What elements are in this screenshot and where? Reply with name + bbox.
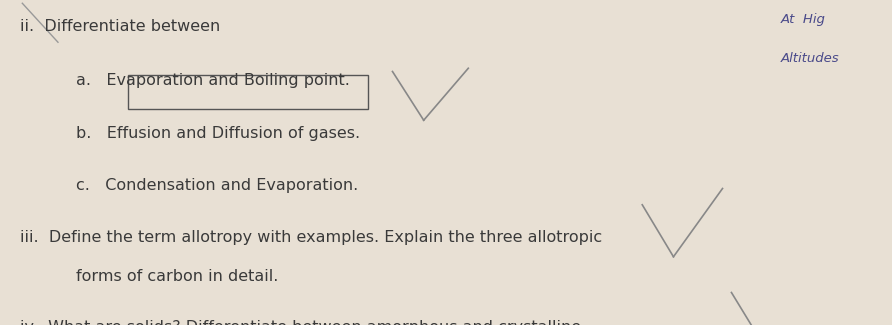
Text: c.   Condensation and Evaporation.: c. Condensation and Evaporation. <box>76 178 358 193</box>
Text: a.   Evaporation and Boiling point.: a. Evaporation and Boiling point. <box>76 73 350 88</box>
Text: ii.  Differentiate between: ii. Differentiate between <box>20 19 219 34</box>
Bar <box>128 75 368 109</box>
Text: Altitudes: Altitudes <box>780 52 839 65</box>
Text: At  Hig: At Hig <box>780 13 825 26</box>
Text: iv.  What are solids? Differentiate between amorphous and crystalline: iv. What are solids? Differentiate betwe… <box>20 320 581 325</box>
Text: b.   Effusion and Diffusion of gases.: b. Effusion and Diffusion of gases. <box>76 126 360 141</box>
Text: iii.  Define the term allotropy with examples. Explain the three allotropic: iii. Define the term allotropy with exam… <box>20 230 602 245</box>
Text: forms of carbon in detail.: forms of carbon in detail. <box>76 269 278 284</box>
